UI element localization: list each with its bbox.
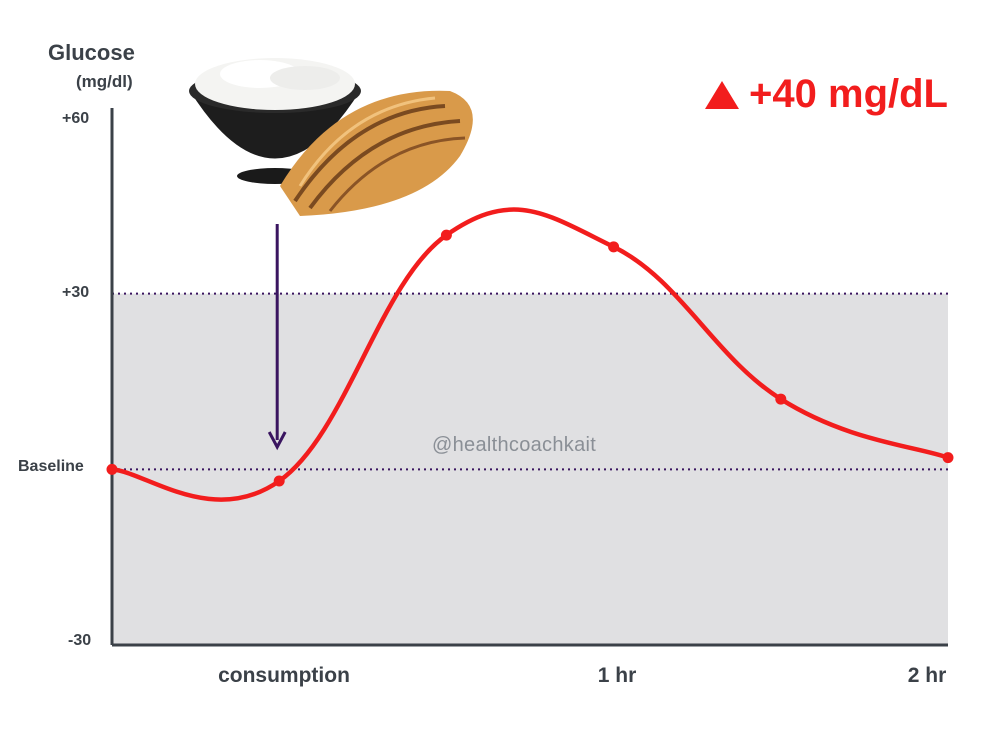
y-tick-label: +60 bbox=[62, 110, 90, 127]
y-tick-label: -30 bbox=[68, 632, 92, 649]
x-tick-label: 2 hr bbox=[907, 664, 947, 687]
y-axis-unit: (mg/dl) bbox=[76, 72, 133, 91]
y-axis-title: Glucose bbox=[48, 40, 135, 65]
glucose-curve bbox=[109, 207, 951, 502]
up-triangle-icon bbox=[705, 80, 740, 109]
rice-chicken-illustration bbox=[189, 58, 473, 216]
y-tick-label: +30 bbox=[62, 284, 90, 301]
x-tick-label: 1 hr bbox=[597, 664, 637, 687]
glucose-delta: +40 mg/dL bbox=[705, 72, 948, 117]
y-tick-label: Baseline bbox=[18, 458, 84, 475]
x-tick-label: consumption bbox=[218, 664, 350, 687]
data-point bbox=[942, 452, 954, 464]
data-point bbox=[775, 393, 787, 405]
data-point bbox=[440, 229, 452, 241]
arrow-head bbox=[267, 431, 287, 451]
data-point bbox=[106, 463, 118, 475]
delta-value: +40 mg/dL bbox=[749, 72, 948, 116]
consumption-arrow bbox=[267, 224, 287, 451]
normal-range-band bbox=[112, 293, 948, 645]
data-point bbox=[608, 241, 620, 253]
data-point bbox=[273, 475, 285, 487]
watermark: @healthcoachkait bbox=[432, 434, 597, 456]
